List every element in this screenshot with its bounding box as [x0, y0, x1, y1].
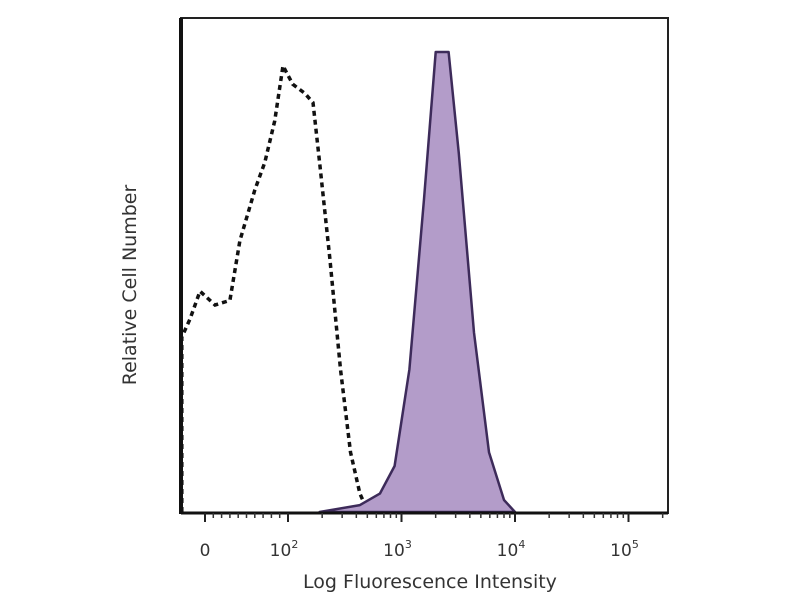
dashed-histogram-series: [180, 60, 369, 512]
y-axis-title: Relative Cell Number: [119, 185, 141, 386]
x-tick-label: 103: [383, 538, 412, 561]
x-tick-label: 102: [270, 538, 299, 561]
x-tick-label: 0: [200, 541, 211, 561]
x-tick-label: 105: [610, 538, 639, 561]
x-tick-label: 104: [497, 538, 526, 561]
filled-histogram-series: [318, 50, 517, 514]
x-axis-title: Log Fluorescence Intensity: [303, 571, 557, 593]
